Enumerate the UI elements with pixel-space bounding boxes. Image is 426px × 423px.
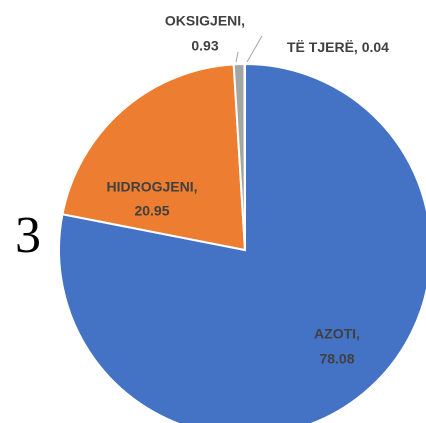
data-label-value: 0.93 [191, 38, 218, 54]
leader-line [246, 35, 263, 63]
data-label-value: 78.08 [319, 351, 354, 367]
data-label-value: 20.95 [134, 203, 169, 219]
pie-slice [61, 63, 247, 252]
data-label-category: AZOTI, [314, 326, 360, 342]
data-label-category: TË TJERË, [287, 39, 358, 55]
figure-label: 3 [15, 207, 41, 264]
data-label-category: OKSIGJENI, [165, 13, 245, 29]
leader-line [235, 51, 239, 63]
data-label: TË TJERË, 0.04 [287, 39, 389, 55]
data-label-category: HIDROGJENI, [106, 179, 197, 195]
pie-slice [58, 62, 426, 423]
data-label-value: 0.04 [362, 39, 389, 55]
